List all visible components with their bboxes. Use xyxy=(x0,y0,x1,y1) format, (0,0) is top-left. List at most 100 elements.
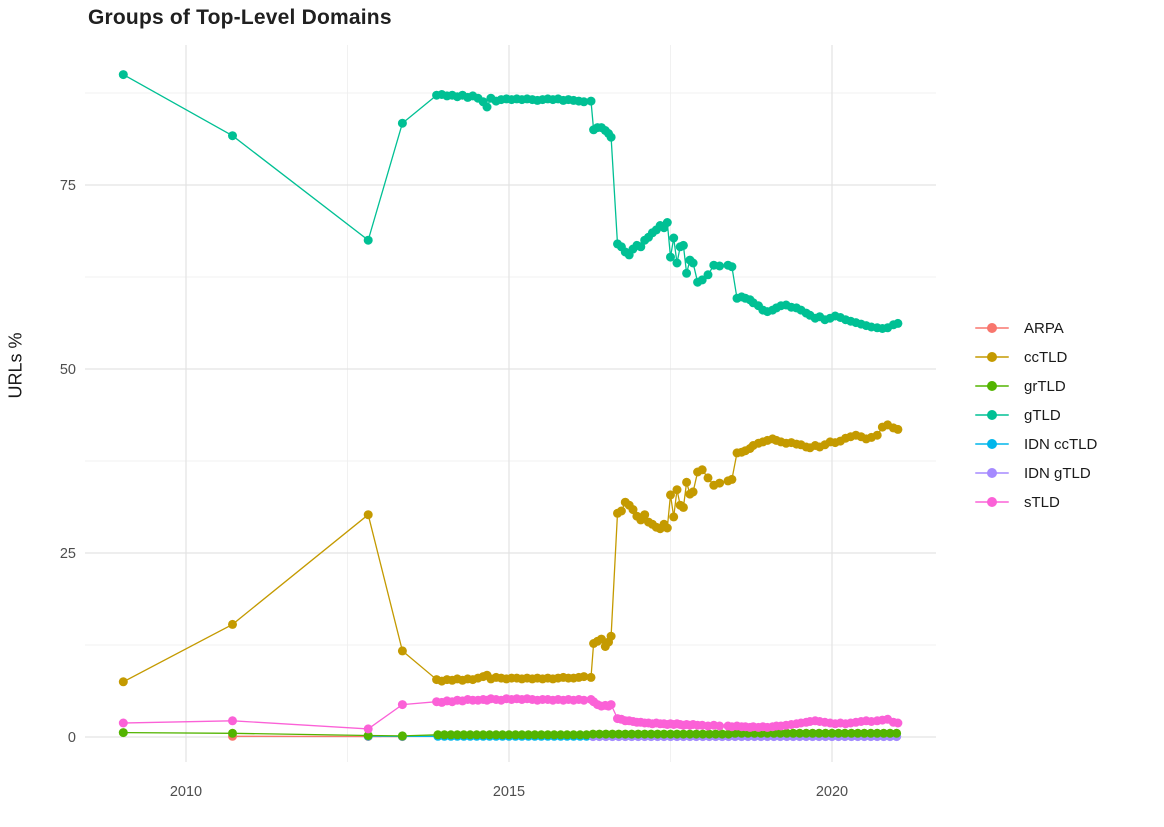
legend-item-idn-gtld: IDN gTLD xyxy=(975,462,1097,484)
data-point-grtld xyxy=(633,729,643,739)
data-point-grtld xyxy=(853,728,863,738)
legend-item-grtld: grTLD xyxy=(975,375,1097,397)
legend-key-icon xyxy=(975,491,1009,513)
data-point-grtld xyxy=(827,728,837,738)
data-point-grtld xyxy=(801,728,811,738)
legend-key-icon xyxy=(975,462,1009,484)
data-point-gtld xyxy=(586,96,596,106)
legend-item-gtld: gTLD xyxy=(975,404,1097,426)
y-tick-label: 75 xyxy=(60,178,76,194)
data-point-grtld xyxy=(711,729,721,739)
legend-key-icon xyxy=(975,404,1009,426)
data-point-grtld xyxy=(879,728,889,738)
data-point-gtld xyxy=(697,275,707,285)
data-point-grtld xyxy=(846,728,856,738)
y-tick-label: 0 xyxy=(68,730,76,746)
legend-label: gTLD xyxy=(1024,406,1061,424)
data-point-grtld xyxy=(678,729,688,739)
data-point-grtld xyxy=(808,728,818,738)
data-point-cctld xyxy=(118,677,128,687)
data-point-gtld xyxy=(682,268,692,278)
data-point-stld xyxy=(363,724,373,734)
data-point-cctld xyxy=(596,634,606,644)
data-point-cctld xyxy=(228,619,237,629)
data-point-grtld xyxy=(737,728,747,738)
data-point-cctld xyxy=(397,646,407,656)
data-point-gtld xyxy=(636,242,646,252)
data-point-grtld xyxy=(698,729,708,739)
legend-item-stld: sTLD xyxy=(975,491,1097,513)
legend-label: IDN ccTLD xyxy=(1024,435,1098,453)
legend: ARPA ccTLD grTLD gTLD IDN ccTLD IDN gTLD sTLD xyxy=(975,317,1097,513)
data-point-grtld xyxy=(549,730,559,740)
data-point-grtld xyxy=(485,730,495,740)
data-point-grtld xyxy=(439,730,449,740)
data-point-grtld xyxy=(530,730,540,740)
data-point-gtld xyxy=(666,252,675,262)
data-point-stld xyxy=(118,718,128,728)
data-point-gtld xyxy=(397,118,407,128)
data-point-gtld xyxy=(678,240,688,250)
data-point-cctld xyxy=(688,487,698,497)
y-tick-label: 50 xyxy=(60,362,76,378)
legend-item-arpa: ARPA xyxy=(975,317,1097,339)
data-point-grtld xyxy=(653,729,663,739)
data-point-gtld xyxy=(703,270,713,280)
data-point-grtld xyxy=(536,730,546,740)
data-point-grtld xyxy=(562,730,572,740)
data-point-cctld xyxy=(682,477,692,487)
data-point-grtld xyxy=(640,729,650,739)
data-point-cctld xyxy=(666,490,675,500)
data-point-stld xyxy=(579,695,589,705)
data-point-grtld xyxy=(666,729,675,739)
data-point-grtld xyxy=(491,730,501,740)
data-point-grtld xyxy=(646,729,656,739)
data-point-grtld xyxy=(607,729,617,739)
series-line-gtld xyxy=(122,74,899,330)
data-point-gtld xyxy=(579,97,589,107)
data-point-gtld xyxy=(727,262,737,272)
data-point-grtld xyxy=(659,729,669,739)
data-point-grtld xyxy=(118,728,128,738)
data-point-grtld xyxy=(704,729,714,739)
legend-item-cctld: ccTLD xyxy=(975,346,1097,368)
data-point-stld xyxy=(397,700,407,710)
x-tick-label: 2015 xyxy=(493,784,525,800)
data-point-grtld xyxy=(594,729,604,739)
data-point-grtld xyxy=(465,730,475,740)
legend-key-icon xyxy=(975,375,1009,397)
data-point-grtld xyxy=(446,730,456,740)
data-point-cctld xyxy=(703,473,713,483)
data-point-grtld xyxy=(478,730,488,740)
data-point-grtld xyxy=(614,729,624,739)
data-point-grtld xyxy=(459,730,469,740)
data-point-gtld xyxy=(669,233,679,243)
data-point-cctld xyxy=(662,523,672,533)
x-tick-label: 2010 xyxy=(170,784,202,800)
data-point-grtld xyxy=(511,730,520,740)
data-point-grtld xyxy=(672,729,682,739)
legend-label: ARPA xyxy=(1024,319,1064,337)
data-point-grtld xyxy=(517,730,527,740)
data-point-grtld xyxy=(627,729,637,739)
data-point-grtld xyxy=(717,729,727,739)
legend-label: ccTLD xyxy=(1024,348,1068,366)
data-point-grtld xyxy=(556,730,566,740)
x-tick-label: 2020 xyxy=(816,784,848,800)
legend-key-icon xyxy=(975,433,1009,455)
data-point-cctld xyxy=(672,485,682,495)
data-point-gtld xyxy=(363,235,373,245)
data-point-grtld xyxy=(691,729,701,739)
data-point-grtld xyxy=(775,728,785,738)
data-point-cctld xyxy=(715,478,725,488)
data-point-cctld xyxy=(669,512,679,522)
data-point-gtld xyxy=(715,261,725,271)
data-point-cctld xyxy=(697,465,707,475)
data-point-grtld xyxy=(452,730,462,740)
data-point-grtld xyxy=(859,728,869,738)
data-point-cctld xyxy=(606,631,616,641)
data-point-grtld xyxy=(601,729,611,739)
data-point-grtld xyxy=(498,730,507,740)
